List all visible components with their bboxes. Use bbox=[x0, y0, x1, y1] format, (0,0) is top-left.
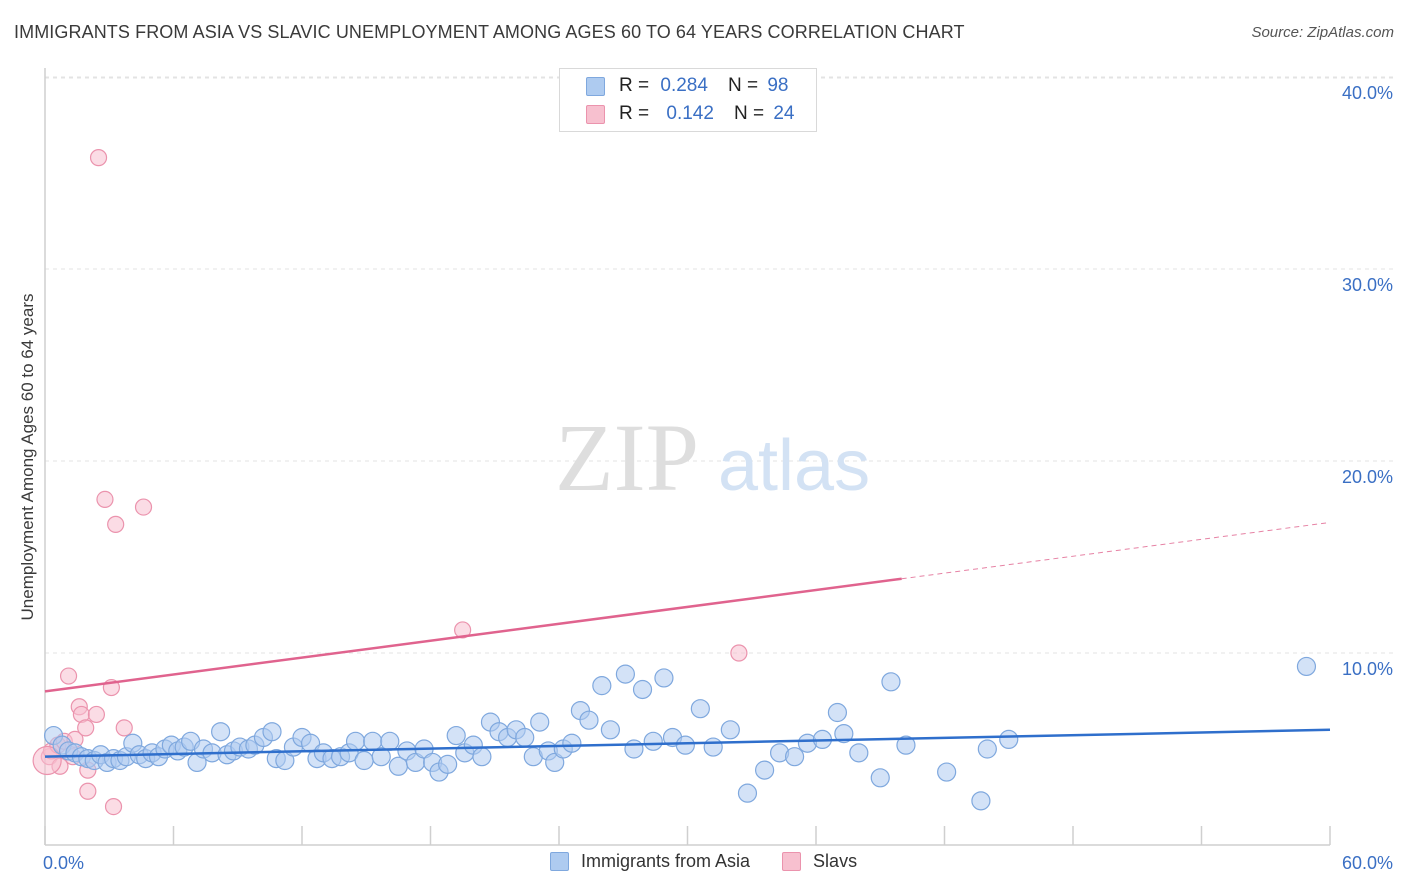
asia-point bbox=[827, 702, 848, 723]
asia-point bbox=[371, 747, 391, 767]
grid-lines bbox=[45, 76, 1395, 654]
asia-point bbox=[600, 720, 621, 740]
asia-point bbox=[999, 729, 1019, 750]
asia-point bbox=[211, 722, 231, 742]
slavs-point bbox=[115, 719, 133, 737]
trend-lines bbox=[44, 521, 1331, 758]
asia-swatch bbox=[586, 76, 605, 96]
asia-point bbox=[971, 791, 991, 811]
stats-legend: R = 0.284 N = 98 R = 0.142 N = 24 bbox=[559, 68, 817, 132]
asia-point bbox=[515, 727, 535, 748]
asia-point bbox=[545, 752, 565, 773]
asia-point bbox=[737, 783, 758, 803]
asia-point bbox=[870, 768, 890, 788]
legend-n-value: 98 bbox=[767, 75, 789, 96]
legend-r-value: 0.142 bbox=[666, 103, 714, 124]
asia-trend-line bbox=[44, 728, 1331, 758]
slavs-trend-extension bbox=[901, 521, 1331, 580]
asia-point bbox=[720, 720, 740, 740]
slavs-point bbox=[107, 515, 125, 533]
legend-n-value: 24 bbox=[773, 103, 795, 124]
asia-point bbox=[446, 725, 466, 746]
asia-point bbox=[592, 676, 612, 696]
x-tick-label: 60.0% bbox=[1342, 853, 1393, 873]
asia-point bbox=[784, 747, 805, 767]
asia-point bbox=[615, 664, 635, 684]
slavs-point bbox=[59, 667, 78, 685]
legend-row-slavs: R = 0.142 N = 24 bbox=[586, 102, 794, 126]
asia-point bbox=[438, 754, 458, 774]
slavs-point bbox=[96, 490, 114, 508]
asia-point bbox=[690, 699, 710, 719]
asia-point bbox=[977, 739, 997, 759]
slavs-swatch bbox=[586, 104, 605, 124]
watermark: ZIP atlas bbox=[555, 404, 870, 511]
asia-point bbox=[881, 672, 901, 692]
slavs-point bbox=[79, 782, 97, 800]
asia-point bbox=[562, 733, 582, 753]
source-credit: Source: ZipAtlas.com bbox=[1251, 24, 1394, 41]
asia-point bbox=[703, 737, 723, 757]
asia-point bbox=[834, 724, 854, 744]
axes bbox=[44, 68, 1331, 846]
asia-point bbox=[472, 747, 492, 767]
asia-point bbox=[1296, 656, 1317, 677]
legend-item-asia: Immigrants from Asia bbox=[550, 851, 750, 872]
slavs-point bbox=[104, 797, 123, 816]
slavs-point bbox=[730, 644, 748, 662]
legend-n-label: N = bbox=[727, 75, 759, 96]
asia-point bbox=[354, 750, 374, 771]
watermark-atlas: atlas bbox=[718, 426, 870, 506]
asia-point bbox=[849, 743, 869, 763]
asia-point bbox=[896, 735, 916, 755]
slavs-point bbox=[77, 719, 95, 737]
slavs-point bbox=[454, 621, 472, 639]
y-tick-label: 30.0% bbox=[1342, 275, 1393, 295]
legend-label-slavs: Slavs bbox=[813, 851, 858, 871]
watermark-zip: ZIP bbox=[555, 404, 699, 511]
legend-label-asia: Immigrants from Asia bbox=[581, 851, 751, 871]
asia-point bbox=[632, 679, 653, 700]
slavs-point bbox=[32, 745, 62, 776]
asia-point bbox=[675, 735, 695, 755]
y-tick-label: 10.0% bbox=[1342, 659, 1393, 679]
legend-n-label: N = bbox=[733, 103, 765, 124]
asia-point bbox=[643, 731, 663, 751]
tick-labels: 10.0% 20.0% 30.0% 40.0% 0.0% 60.0% bbox=[43, 83, 1393, 873]
asia-point bbox=[380, 731, 400, 751]
legend-r-value: 0.284 bbox=[660, 75, 708, 96]
asia-legend-swatch bbox=[550, 852, 569, 871]
asia-point bbox=[345, 731, 366, 751]
asia-point bbox=[579, 710, 599, 730]
legend-r-label: R = bbox=[619, 75, 650, 96]
slavs-legend-swatch bbox=[782, 852, 802, 871]
asia-point bbox=[754, 760, 775, 780]
legend-r-label: R = bbox=[619, 103, 650, 124]
legend-row-asia: R = 0.284 N = 98 bbox=[586, 74, 788, 98]
slavs-point bbox=[134, 498, 153, 516]
slavs-trend-line bbox=[44, 577, 902, 693]
series-legend: Immigrants from Asia Slavs bbox=[550, 851, 889, 872]
x-tick-label: 0.0% bbox=[43, 853, 84, 873]
slavs-point bbox=[89, 149, 108, 167]
asia-point bbox=[530, 712, 550, 732]
asia-point bbox=[262, 722, 282, 742]
chart-title: IMMIGRANTS FROM ASIA VS SLAVIC UNEMPLOYM… bbox=[14, 22, 965, 42]
slavs-point bbox=[87, 705, 106, 724]
y-tick-label: 40.0% bbox=[1342, 83, 1393, 103]
asia-point bbox=[937, 762, 957, 782]
asia-point bbox=[654, 668, 674, 688]
y-tick-label: 20.0% bbox=[1342, 467, 1393, 487]
legend-item-slavs: Slavs bbox=[782, 851, 857, 872]
asia-point bbox=[624, 739, 644, 759]
